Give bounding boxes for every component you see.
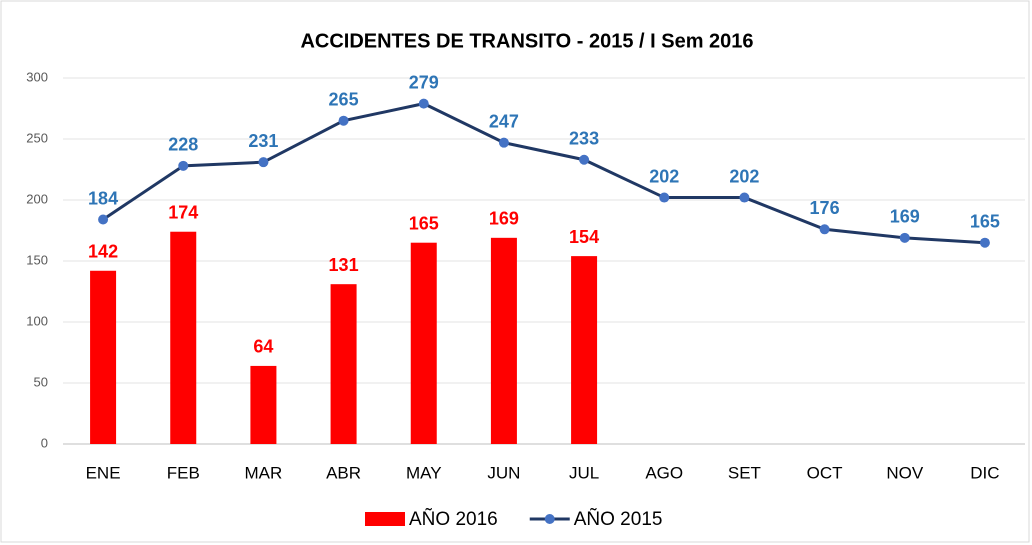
data-label: 247 [489,111,519,131]
y-tick-label: 200 [26,191,48,206]
x-tick-label: DIC [970,463,999,482]
line [102,102,986,245]
bar [250,365,277,444]
legend-label: AÑO 2016 [409,508,498,530]
y-tick-label: 100 [26,313,48,328]
line-marker [579,154,590,165]
x-tick-label: SET [728,463,761,482]
y-tick-label: 250 [26,130,48,145]
bar [490,237,517,444]
data-label: 279 [409,72,439,92]
legend-marker [544,514,555,524]
y-tick-label: 300 [26,69,48,84]
data-label: 265 [329,89,359,109]
data-label: 202 [649,166,679,186]
x-tick-label: OCT [807,463,843,482]
legend-swatch [365,512,405,526]
data-label: 165 [409,213,439,233]
x-tick-label: FEB [167,463,200,482]
data-label: 231 [248,131,278,151]
line-marker [979,237,990,248]
chart-title: ACCIDENTES DE TRANSITO - 2015 / I Sem 20… [300,30,753,52]
data-label: 169 [890,207,920,227]
x-tick-label: AGO [645,463,683,482]
y-tick-label: 150 [26,252,48,267]
x-tick-label: JUN [487,463,520,482]
line-marker [739,192,750,203]
bar [571,256,598,444]
bar [170,231,197,444]
data-label: 228 [168,135,198,155]
x-tick-label: ABR [326,463,361,482]
data-label: 202 [729,166,759,186]
data-label: 176 [810,198,840,218]
data-label: 169 [489,209,519,229]
data-label: 233 [569,128,599,148]
x-tick-label: ENE [86,463,121,482]
data-label: 142 [88,242,118,262]
line-marker [258,157,269,168]
data-label: 131 [329,255,359,275]
bar [330,284,357,444]
x-tick-label: NOV [886,463,924,482]
data-label: 64 [253,337,273,357]
bar [410,242,437,444]
line-marker [819,224,830,235]
line-marker [899,232,910,243]
legend-label: AÑO 2015 [574,508,663,530]
y-tick-label: 0 [41,435,48,450]
line-marker [418,98,429,109]
data-label: 165 [970,211,1000,231]
line-marker [338,115,349,126]
line-marker [98,214,109,225]
x-tick-label: JUL [569,463,599,482]
line-marker [659,192,670,203]
line-marker [498,137,509,148]
x-tick-label: MAR [245,463,283,482]
data-label: 184 [88,188,118,208]
bar [90,270,117,444]
line-marker [178,160,189,171]
x-tick-label: MAY [406,463,442,482]
data-label: 154 [569,227,599,247]
y-tick-label: 50 [34,374,48,389]
data-label: 174 [168,202,198,222]
